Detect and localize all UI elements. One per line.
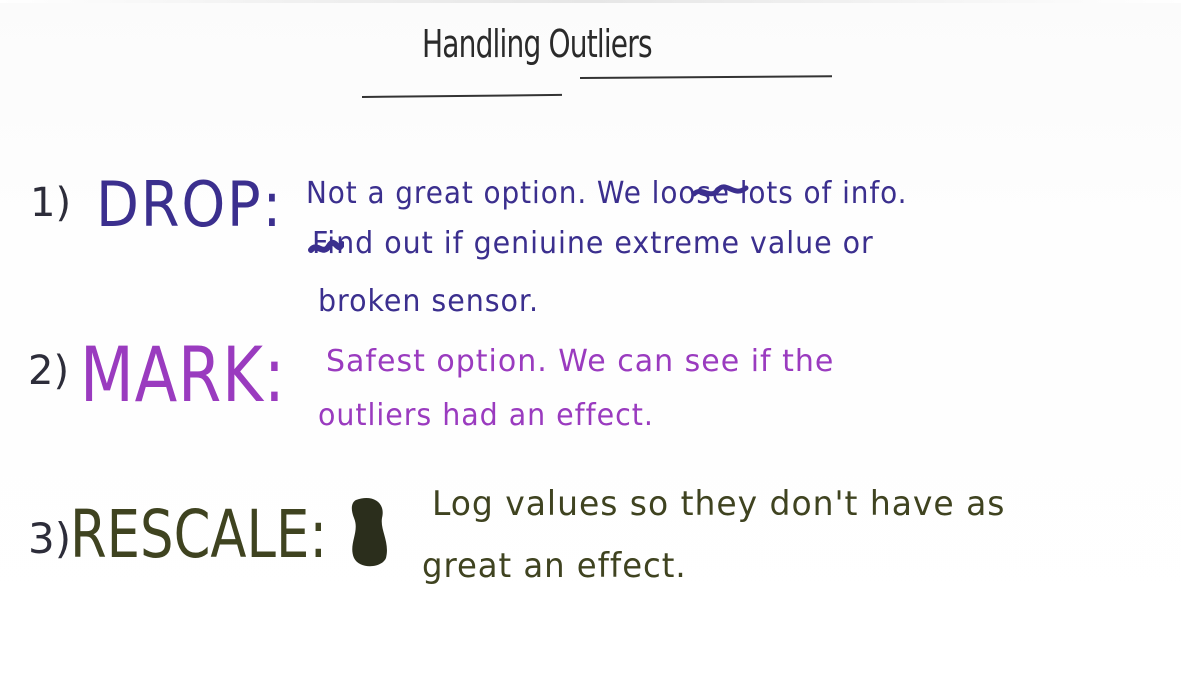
page-title: Handling Outliers bbox=[422, 22, 653, 66]
item-number-3: 3) bbox=[28, 514, 72, 563]
title-underline-left bbox=[361, 93, 562, 98]
drop-line-1: Not a great option. We loose lots of inf… bbox=[306, 176, 908, 211]
rescale-line-2: great an effect. bbox=[422, 546, 687, 586]
board-top-edge bbox=[0, 0, 1181, 3]
drop-line-3: broken sensor. bbox=[318, 284, 539, 319]
item-heading-rescale: RESCALE: bbox=[70, 496, 328, 573]
mark-line-1: Safest option. We can see if the bbox=[326, 344, 835, 379]
scribble-blot bbox=[351, 498, 387, 567]
item-number-2: 2) bbox=[28, 348, 70, 394]
rescale-line-1: Log values so they don't have as bbox=[432, 484, 1006, 524]
scribble-mark bbox=[308, 239, 344, 253]
drop-line-2: Find out if geniuine extreme value or bbox=[312, 226, 874, 261]
mark-line-2: outliers had an effect. bbox=[318, 398, 654, 433]
item-number-1: 1) bbox=[30, 180, 72, 226]
scribble-mark bbox=[691, 184, 749, 197]
title-underline-right bbox=[579, 75, 833, 79]
item-heading-drop: DROP: bbox=[96, 168, 284, 241]
item-heading-mark: MARK: bbox=[80, 330, 286, 419]
